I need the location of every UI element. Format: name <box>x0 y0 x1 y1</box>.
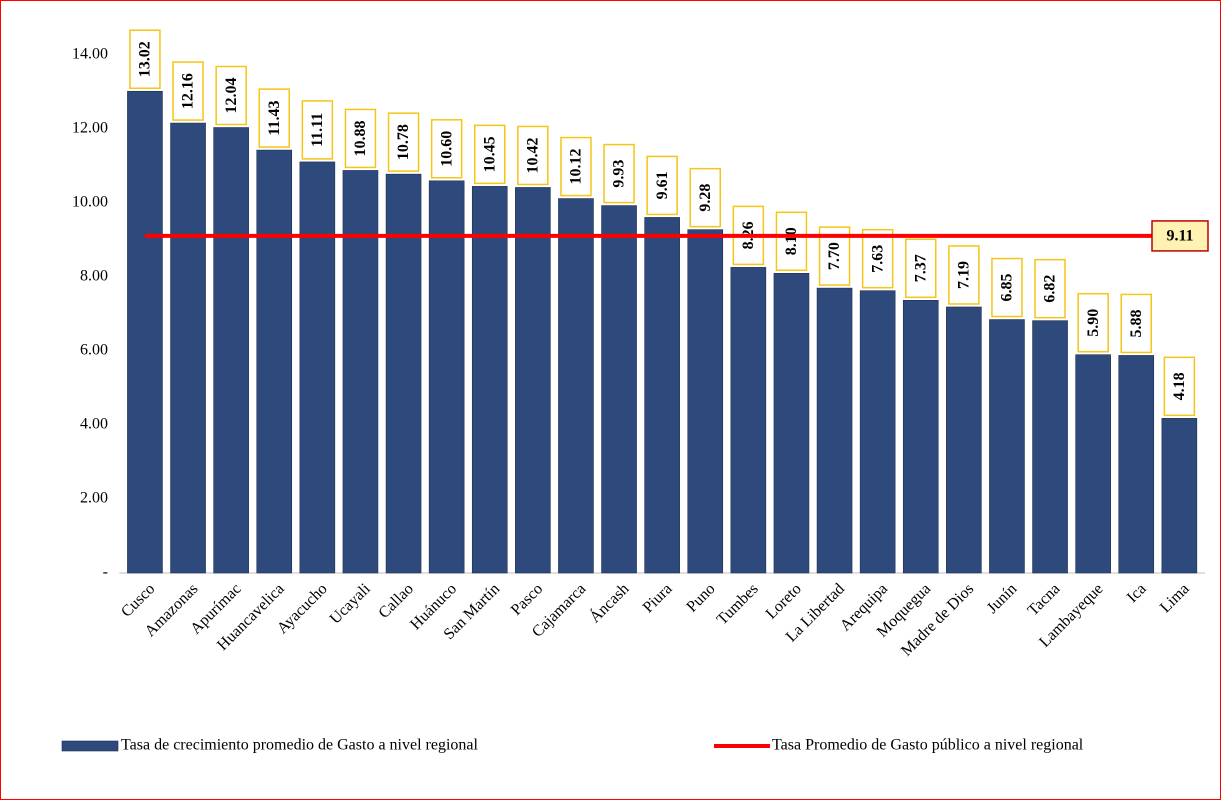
y-tick-label: 10.00 <box>72 194 108 211</box>
bar <box>471 186 508 574</box>
bar <box>170 122 206 574</box>
bar <box>256 149 293 574</box>
bar <box>601 205 637 574</box>
y-tick-label: 12.00 <box>72 120 108 137</box>
bar <box>558 198 594 574</box>
bar <box>213 127 249 574</box>
bar <box>989 319 1025 574</box>
bar <box>1075 354 1111 574</box>
value-label-box <box>560 136 592 197</box>
value-label-box <box>689 167 721 228</box>
value-label-box <box>905 238 937 299</box>
value-label-box <box>215 65 247 126</box>
value-label: 11.11 <box>309 113 326 147</box>
bar <box>1118 355 1155 574</box>
y-tick-label: - <box>103 564 108 581</box>
value-label: 5.90 <box>1085 309 1102 337</box>
legend-label: Tasa Promedio de Gasto público a nivel r… <box>772 737 1084 754</box>
value-label: 10.12 <box>568 149 585 185</box>
value-label-box <box>517 125 549 186</box>
bar <box>127 90 163 574</box>
y-tick-label: 14.00 <box>72 46 108 63</box>
value-label-box <box>301 100 334 160</box>
value-label-box <box>258 88 290 148</box>
value-label: 10.78 <box>395 124 412 160</box>
value-label-box <box>991 257 1023 318</box>
value-label: 7.70 <box>826 242 843 270</box>
value-label: 11.43 <box>266 101 283 136</box>
value-label: 9.93 <box>611 160 628 188</box>
value-label: 8.10 <box>783 227 800 255</box>
y-tick-label: 8.00 <box>80 268 108 285</box>
value-label: 7.37 <box>912 254 929 282</box>
bar <box>428 180 465 574</box>
bar <box>859 290 896 574</box>
value-label: 10.60 <box>438 131 455 167</box>
y-tick-label: 2.00 <box>80 490 108 507</box>
value-label: 10.88 <box>352 120 369 156</box>
value-label-box <box>387 112 420 172</box>
value-label-box <box>344 108 377 169</box>
bar <box>816 287 853 574</box>
line-label: 9.11 <box>1166 228 1193 245</box>
bar <box>299 161 336 574</box>
bar <box>385 173 422 574</box>
value-label: 9.61 <box>654 171 671 199</box>
value-label-box <box>775 211 808 272</box>
value-label: 10.42 <box>525 137 542 173</box>
value-label: 6.85 <box>999 274 1016 302</box>
value-label: 12.16 <box>180 73 197 109</box>
value-label: 5.88 <box>1128 309 1145 337</box>
value-label-box <box>861 228 894 289</box>
value-label-box <box>948 245 980 305</box>
bar <box>687 229 724 574</box>
bar <box>644 217 680 574</box>
legend-swatch <box>61 740 119 752</box>
value-label: 12.04 <box>223 78 240 114</box>
value-label: 13.02 <box>137 41 154 77</box>
line-label-box <box>1151 220 1209 252</box>
value-label-box <box>172 61 204 121</box>
legend-label: Tasa de crecimiento promedio de Gasto a … <box>121 737 479 754</box>
value-label: 6.82 <box>1042 275 1059 303</box>
value-label-box <box>1120 293 1152 354</box>
bar <box>730 267 767 574</box>
bar <box>773 272 810 574</box>
bar <box>1032 320 1068 574</box>
value-label-box <box>1034 258 1066 319</box>
value-label: 9.28 <box>697 184 714 212</box>
value-label: 7.63 <box>869 245 886 273</box>
value-label: 4.18 <box>1171 372 1188 400</box>
bar <box>946 306 982 574</box>
value-label-box <box>474 124 506 185</box>
value-label-box <box>129 29 161 90</box>
bar <box>515 187 551 574</box>
bar <box>902 300 939 574</box>
y-tick-label: 4.00 <box>80 416 108 433</box>
y-tick-label: 6.00 <box>80 342 108 359</box>
value-label: 10.45 <box>481 136 498 172</box>
bar <box>1161 418 1198 574</box>
value-label-box <box>430 119 463 179</box>
value-label-box <box>1163 356 1196 417</box>
bar <box>342 170 379 574</box>
value-label-box <box>646 155 678 216</box>
value-label-box <box>603 143 635 204</box>
value-label-box <box>1077 292 1109 353</box>
value-label: 7.19 <box>956 261 973 289</box>
